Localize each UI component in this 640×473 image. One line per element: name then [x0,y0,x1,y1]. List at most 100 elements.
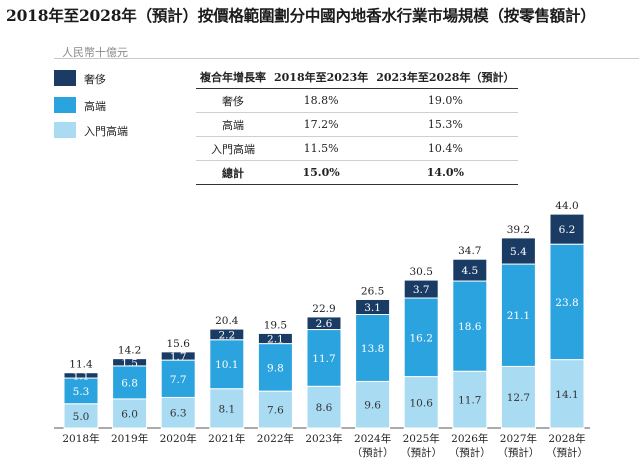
total-label: 34.7 [458,245,481,257]
data-label-entry: 11.7 [458,395,481,407]
data-label-luxury: 2.2 [218,329,235,341]
bar-segment-luxury [160,351,196,361]
data-label-entry: 5.0 [73,411,90,423]
total-label: 39.2 [507,224,530,236]
bar-segment-entry [355,380,391,429]
data-label-entry: 7.6 [267,405,284,417]
data-label-entry: 8.6 [316,402,333,414]
data-label-entry: 10.6 [410,397,434,409]
bar-segment-entry [209,388,245,429]
data-label-high-end: 6.8 [121,377,138,389]
bar-segment-luxury [355,298,391,316]
total-label: 15.6 [167,338,191,350]
bar-segment-high-end [306,329,342,387]
total-label: 44.0 [555,200,578,212]
legend-swatch-high-end [54,97,76,113]
x-tick-sublabel: （預計） [449,446,491,459]
data-label-entry: 9.6 [364,400,381,412]
chart-title: 2018年至2028年（預計）按價格範圍劃分中國內地香水行業市場規模（按零售額計… [6,6,596,25]
x-tick-label: 2022年 [257,432,294,445]
cagr-cell: 15.3% [372,112,519,137]
bar-segment-high-end [257,343,293,392]
cagr-row-label: 入門高端 [196,136,270,161]
x-tick-sublabel: （預計） [546,446,588,459]
x-tick-sublabel: （預計） [497,446,539,459]
data-label-entry: 14.1 [555,389,578,401]
cagr-row-label: 奢侈 [196,88,270,113]
x-tick-sublabel: （預計） [352,446,394,459]
legend-swatch-luxury [54,70,76,86]
bar-segment-high-end [403,297,439,378]
x-tick-label: 2026年 [451,432,488,445]
total-label: 26.5 [361,285,384,297]
total-label: 22.9 [312,303,335,315]
x-tick-label: 2018年 [62,432,99,445]
bar-segment-luxury [403,279,439,299]
total-label: 19.5 [264,319,287,331]
bar-segment-entry [452,370,488,429]
legend-label-entry: 入門高端 [84,125,128,138]
data-label-luxury: 5.4 [510,246,527,258]
bar-segment-entry [257,390,293,429]
data-label-luxury: 6.2 [559,224,576,236]
bar-segment-luxury [209,328,245,341]
bar-segment-luxury [500,237,536,265]
total-label: 11.4 [69,359,93,371]
cagr-total-cell: 14.0% [372,160,519,185]
x-tick-label: 2024年 [354,432,391,445]
data-label-high-end: 16.2 [410,332,433,344]
cagr-table-header-row: 複合年增長率 2018年至2023年 2023年至2028年（預計） [196,66,519,89]
x-tick-label: 2028年 [548,432,585,445]
cagr-total-row: 總計 15.0% 14.0% [196,160,519,185]
unit-label: 人民幣十億元 [62,46,128,59]
data-label-entry: 12.7 [507,392,530,404]
bar-segment-high-end [500,263,536,367]
data-label-high-end: 13.8 [361,343,384,355]
total-label: 30.5 [410,266,433,278]
data-label-high-end: 23.8 [555,297,578,309]
data-label-luxury: 3.7 [413,284,430,296]
bar-segment-entry [549,359,585,429]
x-tick-label: 2021年 [208,432,245,445]
data-label-luxury: 3.1 [364,302,381,314]
data-label-high-end: 5.3 [73,386,90,398]
data-label-luxury: 2.6 [316,318,333,330]
bar-segment-luxury [112,358,148,367]
bar-segment-luxury [257,332,293,345]
data-label-high-end: 10.1 [215,359,238,371]
x-tick-label: 2027年 [500,432,537,445]
bar-segment-entry [500,365,536,429]
bar-segment-high-end [549,243,585,361]
cagr-total-label: 總計 [196,160,270,185]
x-tick-label: 2019年 [111,432,148,445]
bar-segment-entry [403,376,439,429]
legend-label-luxury: 奢侈 [84,73,106,86]
bar-segment-luxury [306,316,342,331]
table-row: 奢侈 18.8% 19.0% [196,88,519,113]
x-tick-label: 2020年 [160,432,197,445]
data-label-luxury: 1.5 [121,357,138,369]
data-label-high-end: 9.8 [267,362,284,374]
bar-segment-high-end [112,365,148,400]
cagr-row-label: 高端 [196,112,270,137]
data-label-luxury: 4.5 [461,265,478,277]
total-label: 20.4 [215,315,239,327]
data-label-high-end: 21.1 [507,310,530,322]
data-label-luxury: 2.1 [267,334,284,346]
bar-segment-luxury [63,372,99,379]
cagr-cell: 17.2% [270,112,373,137]
bar-segment-high-end [160,359,196,398]
bar-segment-entry [160,396,196,429]
cagr-total-cell: 15.0% [270,160,373,185]
legend-swatch-entry [54,122,76,138]
data-label-high-end: 7.7 [170,374,187,386]
x-tick-sublabel: （預計） [400,446,442,459]
data-label-entry: 6.3 [170,408,187,420]
x-tick-label: 2023年 [305,432,342,445]
data-label-high-end: 11.7 [312,353,335,365]
data-label-luxury: 1.1 [73,370,90,382]
legend-label-high-end: 高端 [84,100,106,113]
cagr-cell: 18.8% [270,88,373,113]
total-label: 14.2 [118,345,141,357]
